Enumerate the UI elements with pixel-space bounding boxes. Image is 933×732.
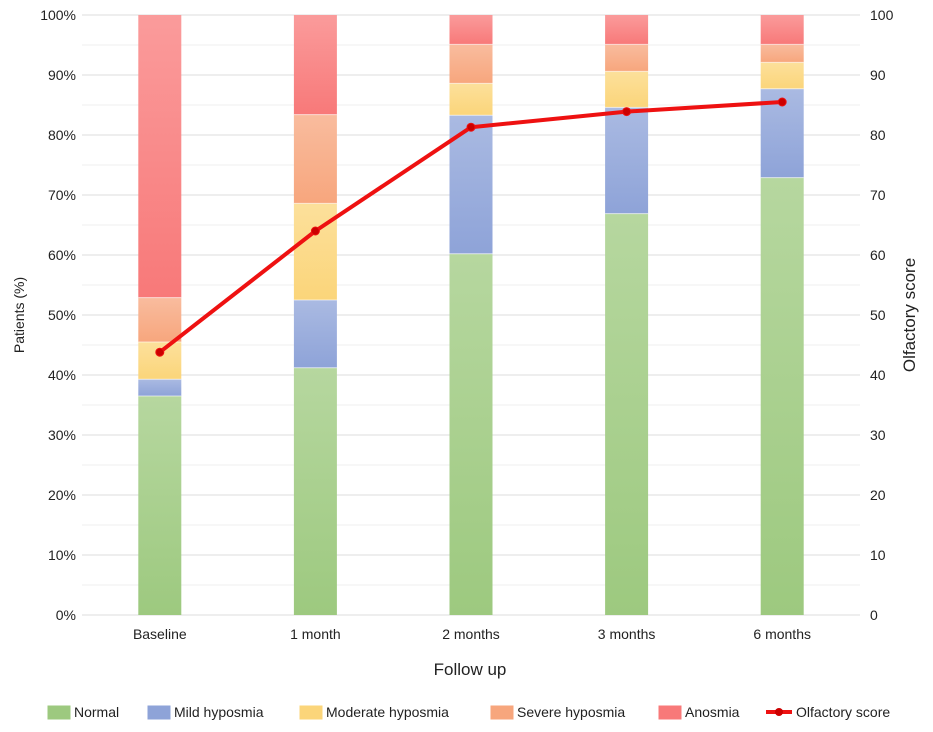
bar-anosmia-6-months [760, 15, 804, 45]
olfactory-score-point-6-months [777, 97, 787, 107]
y-tick-label: 0% [56, 607, 76, 623]
bar-severe-hyposmia-baseline [138, 297, 182, 342]
bar-normal-baseline [138, 396, 182, 615]
bar-moderate-hyposmia-2-months [449, 83, 493, 116]
bar-normal-6-months [760, 177, 804, 615]
x-tick-label-baseline: Baseline [133, 626, 187, 642]
x-tick-label-3-months: 3 months [598, 626, 656, 642]
bar-anosmia-baseline [138, 15, 182, 298]
y2-tick-label: 20 [870, 487, 886, 503]
legend-swatch-severe-hyposmia [490, 705, 514, 720]
bar-normal-1-month [293, 367, 337, 615]
legend-label-severe-hyposmia: Severe hyposmia [517, 704, 625, 720]
y-tick-label: 90% [48, 67, 76, 83]
olfactory-score-point-2-months [466, 122, 476, 132]
x-axis-label: Follow up [434, 660, 507, 679]
y2-tick-label: 80 [870, 127, 886, 143]
bar-normal-3-months [605, 213, 649, 615]
x-tick-label-6-months: 6 months [753, 626, 811, 642]
legend-label-normal: Normal [74, 704, 119, 720]
bar-anosmia-2-months [449, 15, 493, 45]
bar-mild-hyposmia-3-months [605, 107, 649, 214]
y-tick-label: 20% [48, 487, 76, 503]
y2-tick-label: 70 [870, 187, 886, 203]
legend-swatch-moderate-hyposmia [299, 705, 323, 720]
bar-anosmia-3-months [605, 15, 649, 45]
left-axis-ticks: 0% 10% 20% 30% 40% 50% 60% 70% 80% 90% 100% [40, 7, 76, 623]
x-tick-label-1-month: 1 month [290, 626, 341, 642]
right-axis-ticks: 0 10 20 30 40 50 60 70 80 90 100 [870, 7, 894, 623]
y-tick-label: 50% [48, 307, 76, 323]
bar-moderate-hyposmia-baseline [138, 342, 182, 380]
y-tick-label: 100% [40, 7, 76, 23]
legend-label-moderate-hyposmia: Moderate hyposmia [326, 704, 449, 720]
y2-tick-label: 40 [870, 367, 886, 383]
bar-moderate-hyposmia-6-months [760, 62, 804, 89]
olfactory-score-point-1-month [310, 226, 320, 236]
stacked-bars [138, 15, 804, 616]
bar-moderate-hyposmia-1-month [293, 203, 337, 300]
bar-normal-2-months [449, 253, 493, 616]
y2-axis-label: Olfactory score [900, 258, 919, 372]
y2-tick-label: 10 [870, 547, 886, 563]
legend-swatch-mild-hyposmia [147, 705, 171, 720]
y-tick-label: 30% [48, 427, 76, 443]
y-tick-label: 80% [48, 127, 76, 143]
legend: Normal Mild hyposmia Moderate hyposmia Seve… [47, 704, 890, 720]
y-tick-label: 40% [48, 367, 76, 383]
bar-moderate-hyposmia-3-months [605, 71, 649, 108]
y2-tick-label: 60 [870, 247, 886, 263]
y-axis-label: Patients (%) [11, 277, 27, 353]
legend-swatch-anosmia [658, 705, 682, 720]
bar-severe-hyposmia-1-month [293, 114, 337, 204]
x-tick-label-2-months: 2 months [442, 626, 500, 642]
bar-mild-hyposmia-1-month [293, 300, 337, 368]
bar-mild-hyposmia-baseline [138, 379, 182, 396]
bar-severe-hyposmia-6-months [760, 44, 804, 63]
y-tick-label: 10% [48, 547, 76, 563]
y2-tick-label: 50 [870, 307, 886, 323]
y2-tick-label: 30 [870, 427, 886, 443]
y2-tick-label: 100 [870, 7, 894, 23]
y2-tick-label: 90 [870, 67, 886, 83]
legend-label-anosmia: Anosmia [685, 704, 740, 720]
olfactory-score-point-baseline [155, 347, 165, 357]
y2-tick-label: 0 [870, 607, 878, 623]
legend-swatch-marker [775, 708, 783, 716]
y-tick-label: 60% [48, 247, 76, 263]
legend-swatch-normal [47, 705, 71, 720]
olfactory-score-line [155, 97, 787, 357]
bar-severe-hyposmia-2-months [449, 44, 493, 84]
x-axis-tick-labels: Baseline 1 month 2 months 3 months 6 months [133, 626, 811, 642]
legend-label-mild-hyposmia: Mild hyposmia [174, 704, 264, 720]
olfactory-score-point-3-months [622, 107, 632, 117]
legend-label-olfactory-score: Olfactory score [796, 704, 890, 720]
bar-severe-hyposmia-3-months [605, 44, 649, 72]
y-tick-label: 70% [48, 187, 76, 203]
bar-anosmia-1-month [293, 15, 337, 115]
